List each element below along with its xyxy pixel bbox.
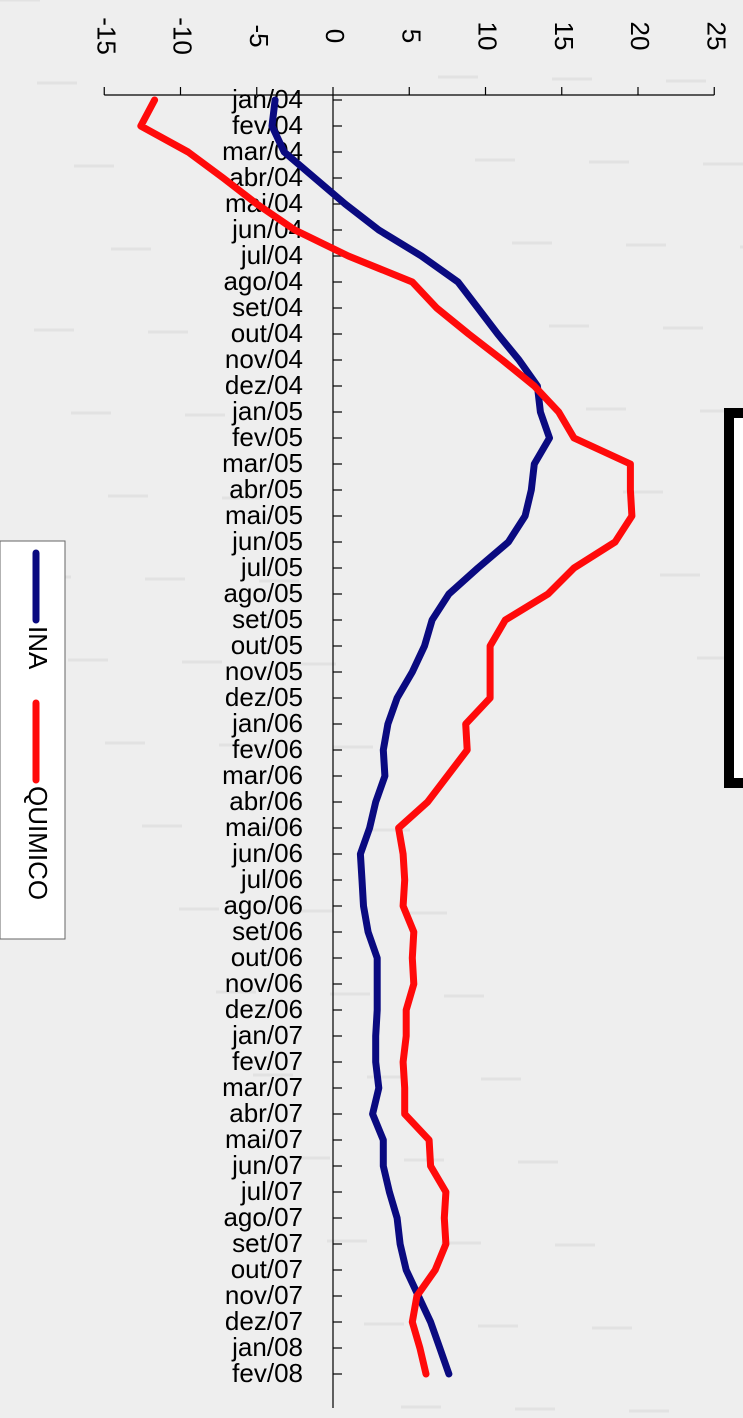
category-label: set/04 bbox=[232, 292, 303, 322]
category-label: dez/06 bbox=[225, 994, 303, 1024]
category-label: mar/05 bbox=[222, 448, 303, 478]
value-tick-label: -10 bbox=[168, 17, 198, 55]
category-label: set/07 bbox=[232, 1228, 303, 1258]
category-label: abr/05 bbox=[229, 474, 303, 504]
legend-label-quimico: QUIMICO bbox=[23, 786, 53, 900]
category-label: fev/06 bbox=[232, 734, 303, 764]
category-label: mar/06 bbox=[222, 760, 303, 790]
category-label: jul/06 bbox=[240, 864, 303, 894]
category-label: mar/07 bbox=[222, 1072, 303, 1102]
legend-label-ina: INA bbox=[23, 626, 53, 670]
category-label: set/06 bbox=[232, 916, 303, 946]
category-label: jan/07 bbox=[231, 1020, 303, 1050]
value-tick-label: -5 bbox=[244, 24, 274, 47]
series-line-ina bbox=[268, 96, 553, 1378]
category-label: nov/05 bbox=[225, 656, 303, 686]
category-label: dez/04 bbox=[225, 370, 303, 400]
category-label: jan/05 bbox=[231, 396, 303, 426]
empty-panel-box bbox=[724, 408, 743, 788]
axes: -15 -10 -5 0 5 10 15 20 25jan/04fev/04mar/04abr/… bbox=[91, 17, 731, 1408]
category-label: nov/04 bbox=[225, 344, 303, 374]
category-label: out/05 bbox=[231, 630, 303, 660]
category-label: ago/05 bbox=[223, 578, 303, 608]
value-tick-label: 5 bbox=[396, 29, 426, 43]
category-label: ago/04 bbox=[223, 266, 303, 296]
category-label: nov/06 bbox=[225, 968, 303, 998]
value-tick-label: -15 bbox=[91, 17, 121, 55]
category-label: out/06 bbox=[231, 942, 303, 972]
category-label: dez/05 bbox=[225, 682, 303, 712]
category-label: jul/05 bbox=[240, 552, 303, 582]
category-label: jun/06 bbox=[231, 838, 303, 868]
legend: INA QUIMICO bbox=[0, 540, 66, 940]
value-tick-label: 20 bbox=[625, 22, 655, 51]
value-tick-label: 15 bbox=[549, 22, 579, 51]
series-line-quimico bbox=[137, 96, 636, 1378]
category-label: jan/06 bbox=[231, 708, 303, 738]
value-tick-label: 25 bbox=[701, 22, 731, 51]
category-label: jan/04 bbox=[231, 84, 303, 114]
category-label: jul/07 bbox=[240, 1176, 303, 1206]
category-label: out/04 bbox=[231, 318, 303, 348]
category-label: mai/07 bbox=[225, 1124, 303, 1154]
category-label: jun/07 bbox=[231, 1150, 303, 1180]
category-label: ago/07 bbox=[223, 1202, 303, 1232]
category-label: mai/05 bbox=[225, 500, 303, 530]
value-tick-label: 0 bbox=[320, 29, 350, 43]
category-label: fev/05 bbox=[232, 422, 303, 452]
value-tick-label: 10 bbox=[473, 22, 503, 51]
category-label: ago/06 bbox=[223, 890, 303, 920]
category-label: fev/07 bbox=[232, 1046, 303, 1076]
category-label: abr/04 bbox=[229, 162, 303, 192]
category-label: fev/08 bbox=[232, 1358, 303, 1388]
category-label: nov/07 bbox=[225, 1280, 303, 1310]
category-label: abr/07 bbox=[229, 1098, 303, 1128]
category-label: mai/06 bbox=[225, 812, 303, 842]
category-label: set/05 bbox=[232, 604, 303, 634]
series-lines bbox=[137, 96, 636, 1378]
category-label: dez/07 bbox=[225, 1306, 303, 1336]
category-label: jul/04 bbox=[240, 240, 303, 270]
category-label: fev/04 bbox=[232, 110, 303, 140]
category-label: jan/08 bbox=[231, 1332, 303, 1362]
category-label: jun/05 bbox=[231, 526, 303, 556]
category-label: abr/06 bbox=[229, 786, 303, 816]
category-label: out/07 bbox=[231, 1254, 303, 1284]
